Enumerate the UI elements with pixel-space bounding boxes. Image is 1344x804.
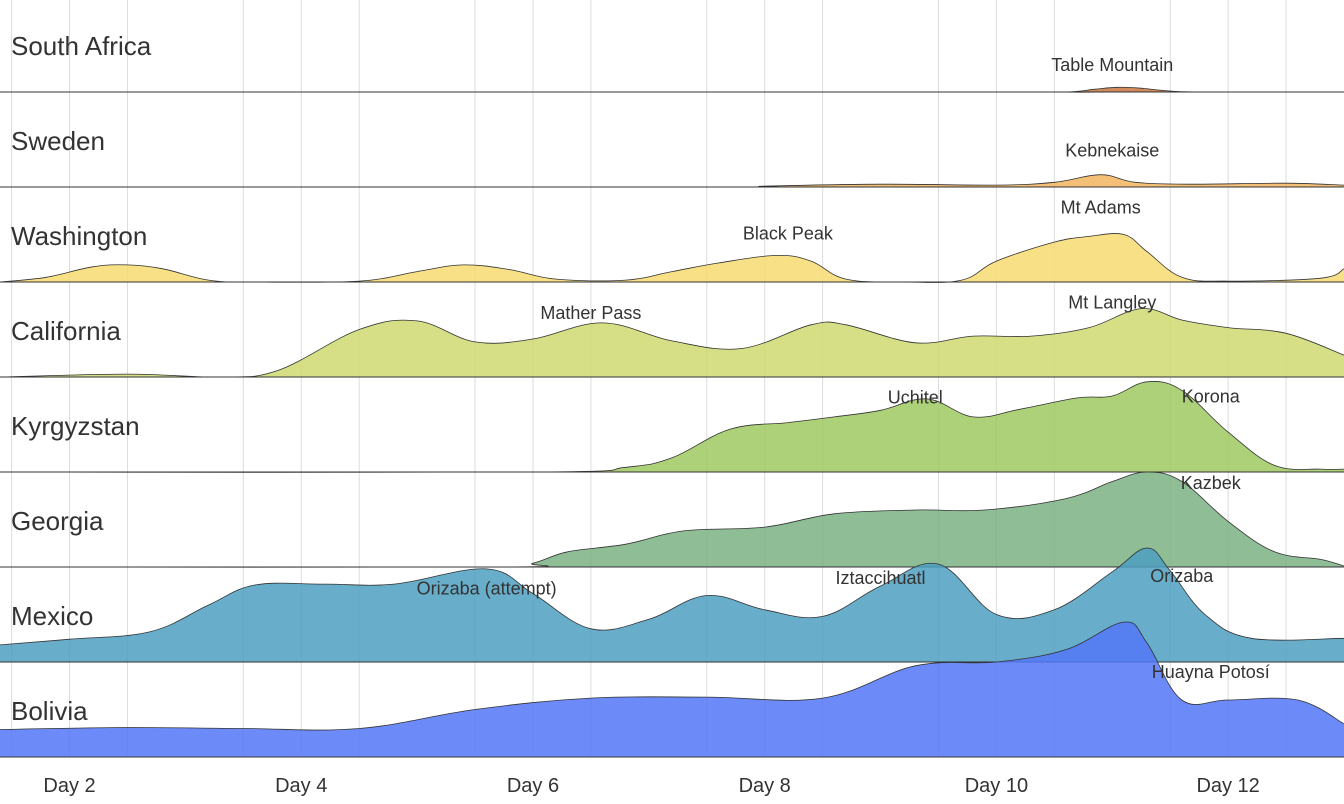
x-tick-label: Day 6 [507,775,559,797]
label-layer: South Africa Table Mountain Sweden Kebnekai… [11,31,1270,726]
ridge-area-california [0,308,1344,378]
ridge-area-mexico [0,547,1344,662]
ridge-area-kyrgyzstan [0,381,1344,473]
peak-label: Uchitel [888,388,943,408]
x-axis-ticks: Day 2 Day 4 Day 6 Day 8 Day 10 Day 12 [43,775,1259,797]
row-label-california: California [11,316,121,346]
x-tick-label: Day 10 [965,775,1028,797]
x-tick-label: Day 12 [1196,775,1259,797]
peak-label: Korona [1182,387,1241,407]
row-label-mexico: Mexico [11,601,93,631]
ridge-area-sweden [0,174,1344,188]
row-label-georgia: Georgia [11,506,104,536]
row-label-kyrgyzstan: Kyrgyzstan [11,411,140,441]
ridge-line-california [0,308,1344,378]
x-tick-label: Day 2 [43,775,95,797]
ridge-line-bolivia [0,621,1344,731]
ridge-line-georgia [0,471,1344,568]
peak-label: Mt Adams [1061,198,1141,218]
peak-label: Kazbek [1181,473,1242,493]
peak-label: Huayna Potosí [1152,662,1270,682]
peak-label: Iztaccihuatl [836,568,926,588]
ridge-area-bolivia [0,621,1344,757]
ridge-area-washington [0,233,1344,283]
ridge-line-kyrgyzstan [0,380,1344,473]
peak-label: Orizaba (attempt) [417,579,557,599]
ridge-layer [0,86,1344,758]
row-label-washington: Washington [11,221,147,251]
row-label-sweden: Sweden [11,126,105,156]
ridge-area-georgia [0,472,1344,568]
peak-label: Kebnekaise [1065,141,1159,161]
peak-label: Mt Langley [1068,293,1156,313]
x-tick-label: Day 4 [275,775,327,797]
peak-label: Mather Pass [540,303,641,323]
peak-label: Black Peak [743,223,834,243]
peak-label: Orizaba [1150,566,1214,586]
ridge-line-mexico [0,547,1344,646]
x-tick-label: Day 8 [739,775,791,797]
row-label-south-africa: South Africa [11,31,152,61]
ridge-line-washington [0,233,1344,283]
peak-label: Table Mountain [1051,55,1173,75]
row-label-bolivia: Bolivia [11,696,88,726]
